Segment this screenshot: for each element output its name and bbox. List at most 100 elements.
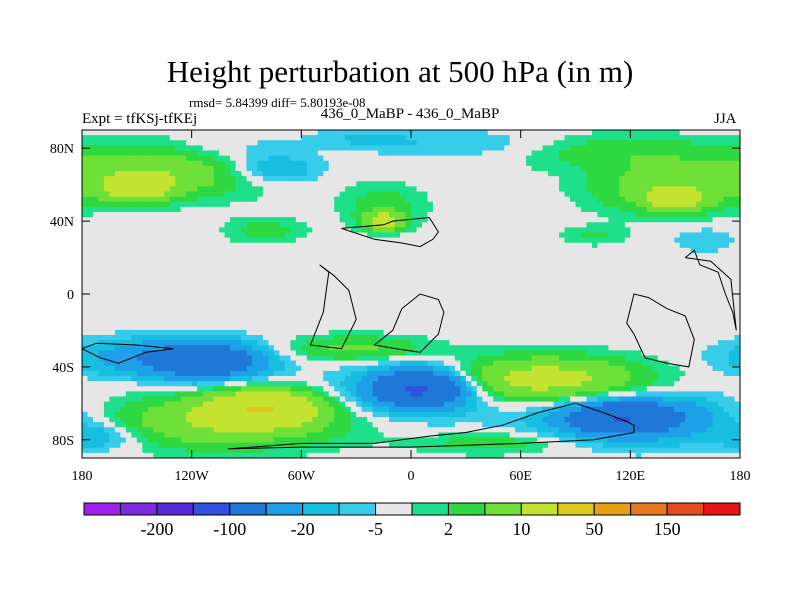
field-cell <box>367 165 374 172</box>
field-cell <box>405 186 412 193</box>
field-cell <box>438 186 445 193</box>
field-cell <box>504 247 511 254</box>
field-cell <box>147 314 154 321</box>
field-cell <box>416 258 423 264</box>
field-cell <box>449 232 456 239</box>
field-cell <box>449 227 456 234</box>
field-cell <box>515 324 522 331</box>
field-cell <box>241 314 248 321</box>
field-cell <box>180 268 187 275</box>
field-cell <box>690 222 697 228</box>
field-cell <box>443 237 450 244</box>
field-cell <box>109 273 116 280</box>
field-cell <box>509 181 516 187</box>
field-cell <box>602 186 609 193</box>
field-cell <box>498 140 505 146</box>
field-cell <box>158 314 165 321</box>
field-cell <box>383 232 390 239</box>
field-cell <box>548 324 555 331</box>
field-cell <box>158 329 165 336</box>
field-cell <box>197 242 204 249</box>
field-cell <box>663 150 670 157</box>
field-cell <box>241 237 248 244</box>
field-cell <box>591 191 599 198</box>
field-cell <box>334 299 341 305</box>
field-cell <box>284 212 291 218</box>
field-cell <box>208 155 215 162</box>
field-cell <box>531 299 538 305</box>
field-cell <box>712 283 719 290</box>
field-cell <box>257 237 264 244</box>
field-cell <box>679 160 686 167</box>
field-cell <box>361 196 368 203</box>
field-cell <box>476 212 483 218</box>
field-cell <box>273 217 280 223</box>
field-cell <box>668 150 675 157</box>
field-cell <box>284 201 291 208</box>
field-cell <box>509 186 516 193</box>
field-cell <box>454 268 461 275</box>
field-cell <box>186 324 193 331</box>
field-cell <box>169 140 176 146</box>
field-cell <box>416 294 423 300</box>
field-cell <box>219 263 226 269</box>
field-cell <box>339 268 346 275</box>
field-cell <box>378 181 385 187</box>
field-cell <box>537 196 544 203</box>
field-cell <box>175 171 182 177</box>
field-cell <box>602 130 609 136</box>
field-cell <box>432 288 440 295</box>
field-cell <box>246 227 253 234</box>
field-cell <box>295 278 302 285</box>
field-cell <box>208 206 215 213</box>
field-cell <box>120 140 127 146</box>
field-cell <box>306 324 313 331</box>
field-cell <box>361 299 368 305</box>
field-cell <box>674 206 681 213</box>
field-cell <box>328 278 335 285</box>
field-cell <box>465 165 472 172</box>
field-cell <box>202 314 209 321</box>
field-cell <box>613 273 620 280</box>
field-cell <box>520 324 527 331</box>
field-cell <box>224 294 231 300</box>
field-cell <box>580 212 588 218</box>
field-cell <box>372 145 379 152</box>
field-cell <box>575 181 582 187</box>
field-cell <box>602 268 609 275</box>
field-cell <box>262 135 270 141</box>
field-cell <box>734 212 740 218</box>
field-cell <box>438 253 445 259</box>
field-cell <box>630 232 637 239</box>
field-cell <box>411 237 418 244</box>
field-cell <box>136 278 143 285</box>
field-cell <box>164 222 171 228</box>
field-cell <box>142 324 149 331</box>
field-cell <box>586 176 593 182</box>
field-cell <box>674 196 681 203</box>
field-cell <box>564 191 571 198</box>
field-cell <box>624 273 631 280</box>
field-cell <box>641 263 648 269</box>
field-cell <box>641 309 648 316</box>
field-cell <box>114 171 121 177</box>
field-cell <box>707 329 714 336</box>
field-cell <box>383 217 390 223</box>
field-cell <box>646 171 653 177</box>
field-cell <box>235 319 242 326</box>
field-cell <box>602 227 609 234</box>
field-cell <box>147 186 154 193</box>
field-cell <box>312 263 319 269</box>
field-cell <box>235 217 242 223</box>
field-cell <box>427 258 434 264</box>
field-cell <box>312 145 319 152</box>
field-cell <box>202 145 209 152</box>
field-cell <box>312 278 319 285</box>
field-cell <box>663 278 670 285</box>
field-cell <box>405 329 412 336</box>
field-cell <box>114 130 121 136</box>
field-cell <box>624 288 631 295</box>
field-cell <box>531 283 538 290</box>
field-cell <box>449 242 456 249</box>
field-cell <box>427 278 434 285</box>
